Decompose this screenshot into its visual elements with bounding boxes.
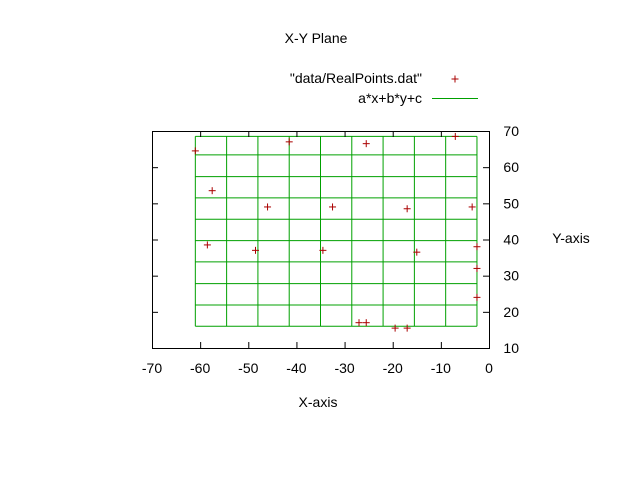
y-tick-label: 70 [503,123,519,139]
legend-plus-marker [451,75,459,83]
data-point [203,241,211,249]
y-tick-label: 30 [503,268,519,284]
data-point [403,324,411,332]
data-point [355,319,363,327]
data-point [285,138,293,146]
x-tick-label: -30 [334,360,354,376]
y-axis-ticks: 10 20 30 40 50 60 70 [152,123,519,356]
legend-marker-points [451,75,459,83]
x-tick-label: -10 [431,360,451,376]
data-point [403,205,411,213]
data-point [413,248,421,256]
data-point [362,319,370,327]
y-tick-label: 10 [503,340,519,356]
data-point [451,132,459,140]
data-point [391,324,399,332]
data-point [473,243,481,251]
data-point [319,246,327,254]
data-point [473,264,481,272]
x-tick-label: -70 [142,360,162,376]
y-axis-label: Y-axis [552,230,590,246]
legend: "data/RealPoints.dat" a*x+b*y+c [290,70,478,106]
legend-label-plane: a*x+b*y+c [358,90,422,106]
x-axis-label: X-axis [299,394,338,410]
data-point [473,293,481,301]
x-axis-ticks: -70 -60 -50 -40 -30 -20 -10 0 [142,131,493,376]
legend-label-points: "data/RealPoints.dat" [290,70,422,86]
y-tick-label: 60 [503,159,519,175]
chart-title: X-Y Plane [285,30,348,46]
data-point [329,203,337,211]
x-tick-label: -40 [286,360,306,376]
data-point [468,203,476,211]
y-tick-label: 20 [503,304,519,320]
y-tick-label: 40 [503,232,519,248]
data-point [362,140,370,148]
plane-grid [194,135,478,327]
data-point [191,147,199,155]
data-point [264,203,272,211]
x-tick-label: -50 [238,360,258,376]
data-point [252,246,260,254]
x-tick-label: 0 [485,360,493,376]
x-tick-label: -60 [190,360,210,376]
data-point [208,187,216,195]
x-tick-label: -20 [383,360,403,376]
y-tick-label: 50 [503,195,519,211]
data-points [191,132,481,332]
